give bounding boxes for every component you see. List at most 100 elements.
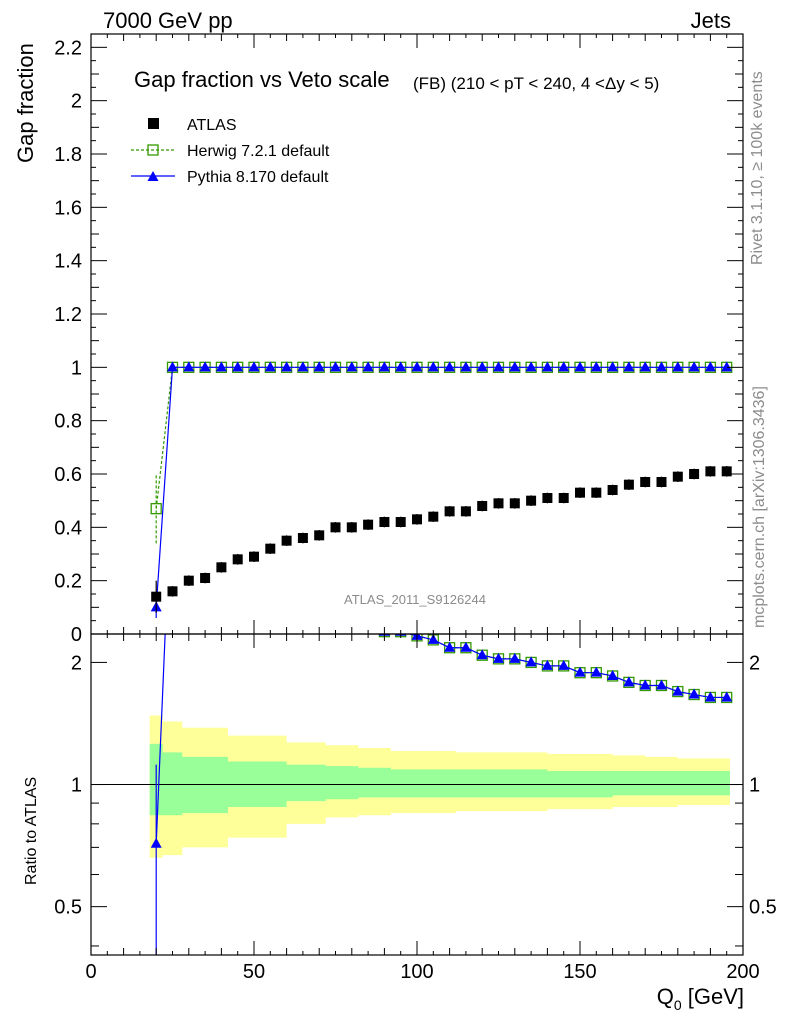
atlas-point bbox=[297, 533, 308, 543]
plot-title: Gap fraction vs Veto scale bbox=[134, 67, 390, 92]
herwig-ratio-point bbox=[265, 579, 275, 589]
pythia-ratio-point bbox=[574, 666, 586, 677]
atlas-point bbox=[493, 498, 504, 509]
ratio-tick-label-right: 0.5 bbox=[749, 897, 777, 919]
pythia-point bbox=[330, 361, 341, 372]
plot-subtitle: (FB) (210 < pT < 240, 4 <Δy < 5) bbox=[413, 74, 659, 93]
herwig-line bbox=[155, 366, 727, 509]
atlas-point bbox=[314, 530, 325, 541]
atlas-point bbox=[672, 471, 683, 482]
pythia-ratio-point bbox=[427, 634, 439, 644]
pythia-point bbox=[656, 361, 667, 372]
atlas-point bbox=[575, 487, 585, 498]
herwig-ratio-point bbox=[184, 496, 194, 506]
atlas-point bbox=[623, 479, 634, 490]
atlas-point bbox=[428, 511, 439, 522]
legend-marker-herwig bbox=[147, 144, 159, 156]
pythia-point bbox=[378, 361, 390, 372]
pythia-point bbox=[346, 361, 358, 372]
x-tick-label: 0 bbox=[85, 961, 96, 983]
pythia-point bbox=[183, 361, 195, 372]
atlas-point bbox=[591, 487, 602, 498]
atlas-point bbox=[705, 466, 716, 477]
pythia-point bbox=[476, 361, 488, 372]
herwig-ratio-point bbox=[168, 457, 178, 467]
pythia-point bbox=[444, 361, 456, 372]
y-tick-label: 1.2 bbox=[54, 304, 82, 326]
mcplots-label: mcplots.cern.ch [arXiv:1306.3436] bbox=[751, 386, 768, 628]
atlas-point bbox=[412, 514, 422, 525]
ratio-uncertainty-bands bbox=[149, 715, 730, 858]
ratio-tick-label-left: 0.5 bbox=[54, 897, 82, 919]
pythia-point bbox=[395, 361, 407, 372]
y-tick-label: 1.6 bbox=[54, 197, 82, 219]
pythia-ratio-point bbox=[607, 669, 619, 680]
ratio-tick-label-right: 1 bbox=[749, 775, 760, 797]
axis-ticks bbox=[90, 33, 744, 955]
pythia-ratio-point bbox=[509, 652, 521, 663]
pythia-ratio-point bbox=[150, 837, 162, 848]
pythia-ratio-point bbox=[688, 688, 700, 699]
pythia-ratio-point bbox=[265, 578, 276, 588]
pythia-ratio-point bbox=[314, 603, 325, 613]
pythia-ratio-point bbox=[541, 659, 553, 670]
pythia-ratio-point bbox=[444, 641, 456, 652]
herwig-ratio-line bbox=[407, 634, 727, 699]
pythia-point bbox=[427, 361, 439, 372]
y-tick-label: 0.2 bbox=[54, 571, 82, 593]
pythia-point bbox=[688, 361, 700, 372]
pythia-ratio-point bbox=[672, 685, 684, 696]
pythia-ratio-point bbox=[297, 599, 308, 609]
atlas-point bbox=[200, 573, 211, 583]
atlas-point bbox=[346, 522, 357, 533]
pythia-point bbox=[281, 361, 293, 372]
pythia-point bbox=[558, 361, 570, 372]
pythia-ratio-point bbox=[330, 617, 341, 627]
pythia-ratio-point bbox=[639, 679, 651, 690]
y-tick-label: 0.6 bbox=[54, 464, 82, 486]
atlas-point bbox=[460, 506, 471, 517]
herwig-ratio-point bbox=[249, 561, 259, 571]
atlas-point bbox=[363, 519, 374, 530]
pythia-point bbox=[313, 361, 325, 372]
atlas-point bbox=[656, 477, 667, 487]
atlas-point bbox=[379, 517, 390, 527]
atlas-point bbox=[281, 535, 292, 546]
pythia-point bbox=[248, 361, 260, 372]
legend-marker-atlas bbox=[148, 118, 159, 129]
y-tick-label: 0.4 bbox=[54, 517, 82, 539]
pythia-point bbox=[232, 361, 244, 372]
atlas-point bbox=[395, 517, 406, 527]
legend-marker-pythia bbox=[147, 171, 159, 181]
atlas-point bbox=[330, 522, 341, 533]
legend-label-atlas: ATLAS bbox=[187, 117, 237, 134]
atlas-point bbox=[558, 493, 569, 503]
herwig-ratio-point bbox=[314, 604, 324, 614]
x-tick-label: 150 bbox=[563, 961, 596, 983]
atlas-point bbox=[526, 495, 537, 506]
herwig-point bbox=[150, 503, 162, 515]
pythia-ratio-point bbox=[493, 652, 504, 663]
x-tick-label: 200 bbox=[726, 961, 759, 983]
herwig-ratio-point bbox=[216, 535, 226, 545]
axis-tick-labels: 0 50 100 150 200 0 0.2 0.4 0.6 0.8 1 1.2 1.4 1.6 1.8 2 2… bbox=[54, 37, 777, 983]
pythia-ratio-point bbox=[623, 676, 635, 687]
atlas-point bbox=[640, 477, 651, 487]
pythia-ratio-point bbox=[704, 691, 716, 702]
y-tick-label: 2 bbox=[71, 91, 82, 113]
pythia-ratio-point bbox=[281, 594, 292, 604]
herwig-ratio-point bbox=[282, 595, 292, 605]
herwig-ratio-point bbox=[331, 618, 341, 628]
ratio-axis-title: Ratio to ATLAS bbox=[23, 777, 40, 885]
pythia-ratio-point bbox=[721, 691, 733, 702]
y-tick-label: 2.2 bbox=[54, 37, 82, 59]
pythia-ratio-point bbox=[183, 495, 194, 505]
herwig-ratio-point bbox=[298, 600, 308, 610]
atlas-point bbox=[216, 562, 227, 573]
ratio-tick-label-left: 2 bbox=[71, 652, 82, 674]
atlas-point bbox=[477, 501, 488, 511]
atlas-point bbox=[265, 543, 276, 554]
y-axis-title: Gap fraction bbox=[13, 43, 38, 163]
pythia-ratio-point bbox=[200, 504, 211, 514]
